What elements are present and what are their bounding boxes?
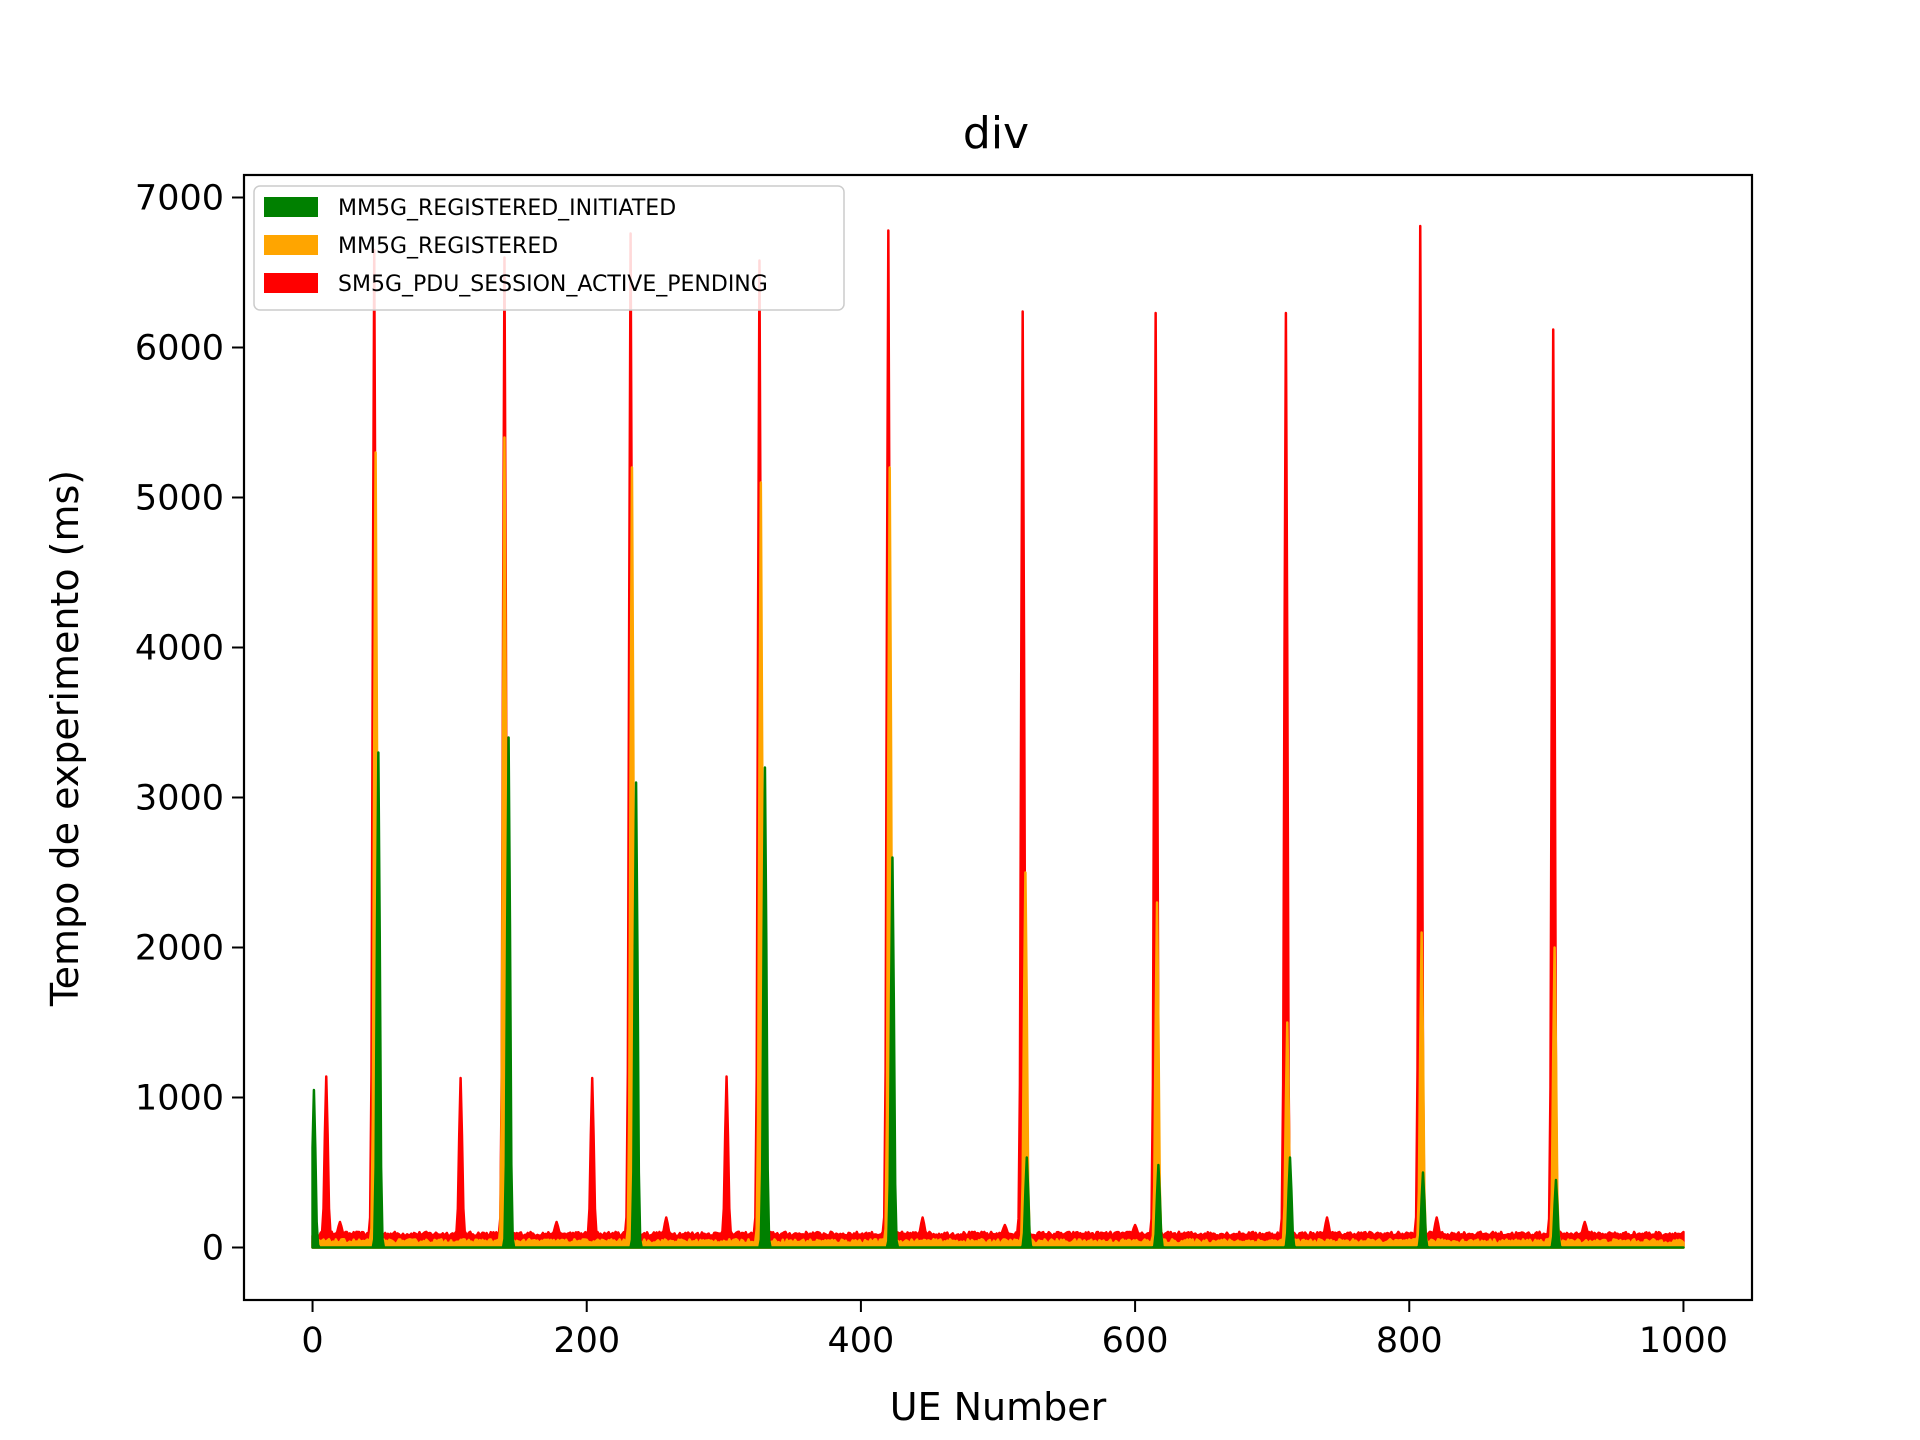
legend-label-3: SM5G_PDU_SESSION_ACTIVE_PENDING	[338, 272, 768, 297]
y-tick-label: 1000	[135, 1079, 224, 1119]
legend-swatch-3	[264, 273, 318, 293]
x-tick-label: 400	[828, 1321, 895, 1361]
y-tick-label: 4000	[135, 629, 224, 669]
y-tick-label: 0	[202, 1229, 224, 1269]
x-tick-label: 0	[301, 1321, 323, 1361]
y-tick-label: 6000	[135, 329, 224, 369]
series-area-2	[311, 436, 1685, 1249]
legend-label-2: MM5G_REGISTERED	[338, 234, 558, 259]
y-tick-label: 2000	[135, 929, 224, 969]
legend-swatch-2	[264, 235, 318, 255]
x-tick-label: 800	[1376, 1321, 1443, 1361]
legend: MM5G_REGISTERED_INITIATED MM5G_REGISTERED…	[253, 185, 845, 311]
legend-swatch-1	[264, 197, 318, 217]
chart-title: div	[963, 108, 1029, 159]
x-axis-label: UE Number	[890, 1385, 1107, 1429]
y-tick-label: 3000	[135, 779, 224, 819]
y-axis-label: Tempo de experimento (ms)	[43, 470, 87, 1007]
x-tick-label: 1000	[1639, 1321, 1728, 1361]
x-axis: 0 200 400 600 800 1000	[301, 1300, 1728, 1361]
series-area-1	[311, 224, 1685, 1249]
x-tick-label: 200	[553, 1321, 620, 1361]
legend-label-1: MM5G_REGISTERED_INITIATED	[338, 196, 676, 221]
y-axis: 0 1000 2000 3000 4000 5000 6000 7000	[135, 179, 244, 1269]
x-tick-label: 600	[1102, 1321, 1169, 1361]
plot-frame	[242, 173, 1754, 1302]
plot-area	[311, 224, 1685, 1249]
series-area-3	[311, 736, 1685, 1249]
y-tick-label: 7000	[135, 179, 224, 219]
y-tick-label: 5000	[135, 479, 224, 519]
legend-box	[253, 185, 845, 311]
